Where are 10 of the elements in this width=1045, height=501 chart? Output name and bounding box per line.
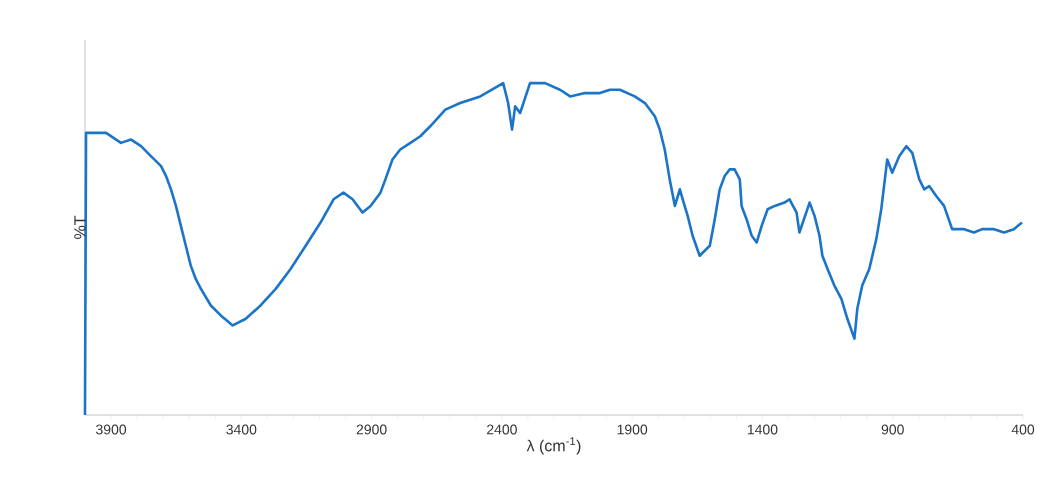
x-tick-label: 1900 xyxy=(617,424,648,435)
x-tick-label: 2900 xyxy=(356,424,387,435)
x-axis-title: λ (cm$^{-1}$) xyxy=(526,437,581,455)
x-tick-label: 900 xyxy=(881,424,904,435)
x-tick-label: 1400 xyxy=(747,424,778,435)
x-tick-label: 2400 xyxy=(487,424,517,435)
x-tick-label: 400 xyxy=(1011,424,1035,435)
x-tick-label: 3900 xyxy=(96,424,127,435)
y-axis-title: %T xyxy=(74,215,86,239)
x-tick-label: 3400 xyxy=(226,424,257,435)
